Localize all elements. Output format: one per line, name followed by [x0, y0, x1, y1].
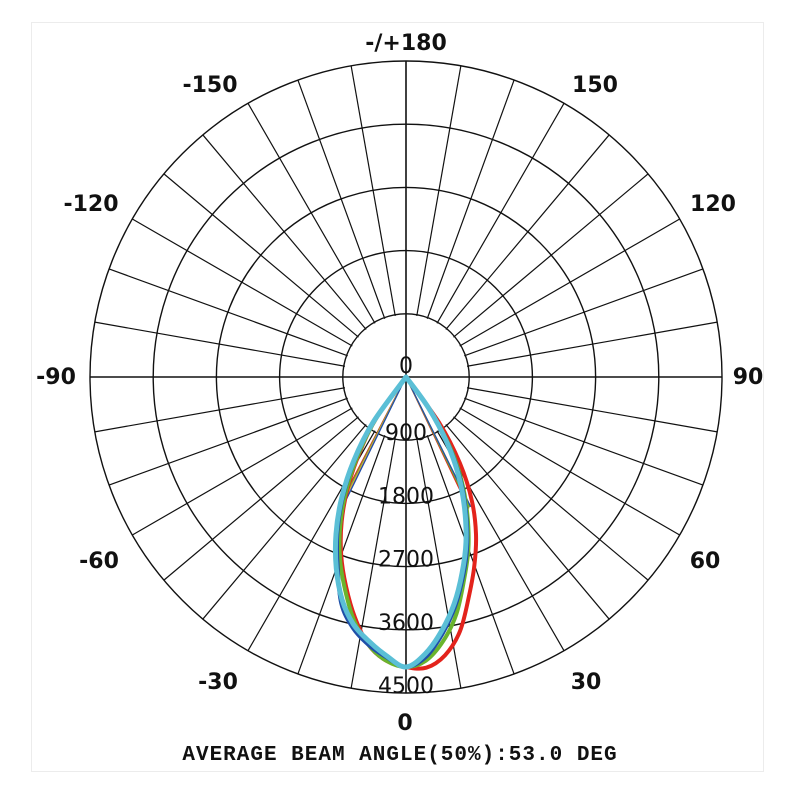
grid-spoke: [297, 79, 386, 319]
grid-spoke: [459, 218, 680, 347]
angle-label: 0: [397, 711, 412, 736]
grid-spoke: [445, 424, 610, 620]
grid-spoke: [163, 173, 359, 338]
angle-labels: 0 30 60 90 120 150 -/+180 -150 -120 -90 -60 -30: [36, 31, 763, 736]
grid-spoke: [464, 268, 704, 357]
grid-spoke: [94, 387, 346, 433]
grid-spoke: [416, 65, 462, 317]
intensity-curves: [332, 374, 479, 671]
grid-spoke: [202, 424, 367, 620]
grid-spoke: [464, 397, 704, 486]
ring-label: 1800: [378, 484, 434, 509]
angle-label: 30: [571, 670, 602, 695]
ring-labels: 0 900 1800 2700 3600 4500: [378, 354, 434, 699]
ring-label: 0: [399, 354, 413, 379]
intensity-curve-c135-c315: [332, 374, 469, 670]
beam-angle-line: [341, 376, 407, 508]
grid-spoke: [132, 218, 353, 347]
ring-label: 3600: [378, 611, 434, 636]
ring-label: 2700: [378, 548, 434, 573]
angle-label: -120: [63, 192, 118, 217]
grid-spoke: [453, 416, 649, 581]
grid-spoke: [202, 134, 367, 330]
grid-spoke: [94, 321, 346, 367]
chart-frame: [31, 22, 764, 772]
angle-label: -/+180: [365, 31, 447, 56]
grid-spoke: [426, 435, 515, 675]
grid-spoke: [466, 387, 718, 433]
grid-spoke: [163, 416, 359, 581]
grid-spoke: [108, 397, 348, 486]
beam-angle-footer: AVERAGE BEAM ANGLE(50%):53.0 DEG: [182, 744, 618, 767]
ring-label: 900: [385, 421, 427, 446]
grid-spoke: [350, 437, 396, 689]
angle-label: -30: [198, 670, 238, 695]
angle-label: -90: [36, 365, 76, 390]
angle-label: 60: [690, 549, 721, 574]
grid-spoke: [466, 321, 718, 367]
grid-spoke: [108, 268, 348, 357]
angle-label: -60: [79, 549, 119, 574]
grid-spoke: [459, 407, 680, 536]
grid-spoke: [247, 103, 376, 324]
angle-label: 120: [690, 192, 736, 217]
grid-spoke: [350, 65, 396, 317]
angle-label: 90: [733, 365, 764, 390]
grid-spoke: [426, 79, 515, 319]
grid-spoke: [436, 103, 565, 324]
angle-label: -150: [182, 73, 237, 98]
ring-label: 4500: [378, 674, 434, 699]
grid-spoke: [453, 173, 649, 338]
grid-spoke: [445, 134, 610, 330]
angle-label: 150: [572, 73, 618, 98]
grid-spoke: [132, 407, 353, 536]
